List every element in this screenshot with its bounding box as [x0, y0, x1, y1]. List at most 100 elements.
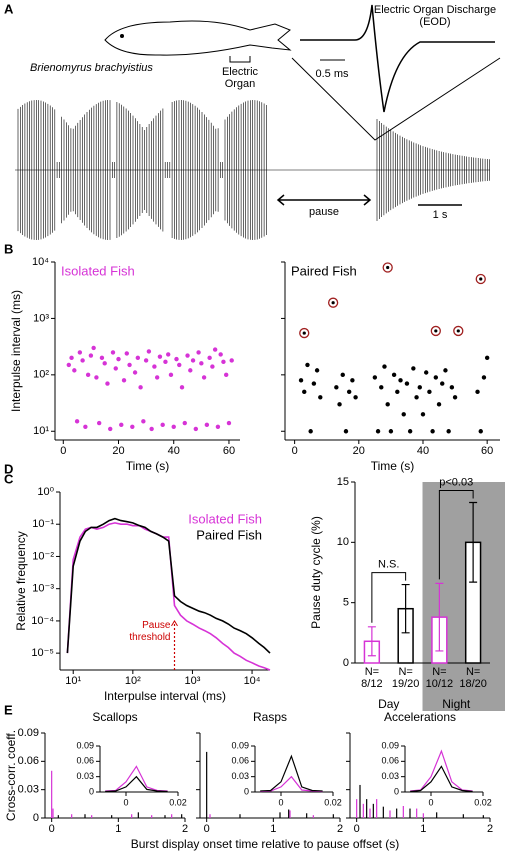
- point: [346, 389, 352, 395]
- point: [210, 364, 215, 369]
- point: [414, 395, 419, 400]
- point: [177, 362, 182, 368]
- legend-entry: Isolated Fish: [61, 263, 135, 278]
- point: [154, 375, 160, 380]
- eod-scale-label: 0.5 ms: [315, 68, 349, 80]
- point: [478, 429, 483, 434]
- x-tick-label: 20: [112, 445, 124, 457]
- x-tick-label: 2: [487, 823, 493, 835]
- point: [221, 359, 226, 365]
- pause-label: pause: [309, 206, 339, 218]
- x-axis-label: Time (s): [371, 459, 415, 473]
- eod-trace: [15, 100, 490, 240]
- threshold-label: Pause threshold: [129, 620, 171, 643]
- point: [298, 378, 304, 383]
- zoom-lines: [291, 57, 501, 141]
- comparison-bracket: [438, 490, 474, 580]
- y-tick-label: 0.06: [231, 756, 249, 766]
- marker-dot: [456, 329, 460, 333]
- point: [149, 426, 154, 432]
- point: [74, 419, 80, 424]
- point: [433, 375, 439, 380]
- y-tick-label: 0: [89, 786, 94, 796]
- point: [174, 356, 179, 362]
- category-label: N= 19/20: [391, 666, 420, 690]
- y-tick-label: 10: [337, 536, 349, 548]
- point: [372, 375, 378, 380]
- point: [314, 368, 320, 373]
- point: [72, 368, 77, 373]
- y-tick-label: 10³: [33, 312, 49, 324]
- x-tick-label: 10²: [125, 675, 141, 687]
- error-bar: [367, 626, 376, 657]
- point: [119, 422, 124, 428]
- x-tick-label: 0: [49, 823, 55, 835]
- point: [116, 356, 121, 362]
- point: [127, 362, 132, 368]
- threshold-arrow: [171, 619, 178, 627]
- panel-label: D: [4, 461, 13, 476]
- x-tick-label: 0: [292, 445, 298, 457]
- point: [190, 358, 196, 363]
- y-tick-label: 0.03: [76, 771, 94, 781]
- point: [193, 426, 199, 432]
- point: [475, 389, 480, 395]
- y-tick-label: 10⁰: [37, 486, 54, 498]
- point: [382, 364, 387, 369]
- point: [146, 349, 152, 354]
- point: [375, 429, 381, 434]
- point: [121, 378, 127, 383]
- point: [124, 351, 129, 356]
- point: [443, 368, 448, 373]
- point: [391, 372, 397, 378]
- organ-bracket: [229, 56, 251, 63]
- point: [102, 361, 107, 366]
- y-tick-label: 0.09: [381, 740, 399, 750]
- x-tick-label: 0: [123, 797, 128, 807]
- series-line: [260, 754, 323, 792]
- point: [77, 350, 83, 355]
- y-axis-label: Cross-corr. coeff.: [4, 730, 18, 821]
- time-scale-label: 1 s: [433, 209, 448, 221]
- inset-bg: [78, 740, 182, 806]
- category-label: N= 8/12: [361, 666, 383, 690]
- marker-dot: [479, 277, 483, 281]
- y-tick-label: 0.09: [76, 740, 94, 750]
- y-tick-label: 0: [394, 786, 399, 796]
- eod-waveform: [300, 4, 495, 113]
- y-tick-label: 15: [337, 476, 349, 488]
- point: [481, 375, 487, 380]
- point: [212, 347, 218, 352]
- group-label: Night: [442, 697, 471, 711]
- x-tick-label: 60: [481, 445, 493, 457]
- y-tick-label: 10⁴: [32, 256, 49, 268]
- comparison-bracket: [371, 572, 407, 623]
- x-tick-label: 40: [168, 445, 180, 457]
- point: [229, 358, 234, 363]
- point: [449, 385, 455, 390]
- x-tick-label: 10⁴: [244, 675, 261, 687]
- point: [185, 353, 190, 358]
- point: [99, 355, 105, 361]
- panel-label: E: [4, 702, 13, 717]
- inset-bg: [383, 740, 487, 806]
- marker-dot: [331, 301, 335, 305]
- point: [436, 402, 442, 407]
- subplot-title: Accelerations: [384, 710, 456, 724]
- category-label: N= 10/12: [425, 666, 454, 690]
- point: [311, 381, 317, 386]
- legend-entry: Paired Fish: [291, 263, 357, 278]
- x-axis-label: Interpulse interval (ms): [104, 689, 226, 703]
- point: [401, 412, 406, 417]
- point: [138, 385, 143, 390]
- point: [168, 372, 174, 378]
- pause-arrow: [276, 194, 372, 206]
- point: [404, 381, 410, 386]
- y-tick-label: 0.03: [18, 784, 39, 796]
- panel-label: C: [4, 471, 14, 486]
- y-axis-label: Relative frequency: [14, 531, 28, 630]
- point: [152, 364, 157, 369]
- point: [110, 350, 116, 355]
